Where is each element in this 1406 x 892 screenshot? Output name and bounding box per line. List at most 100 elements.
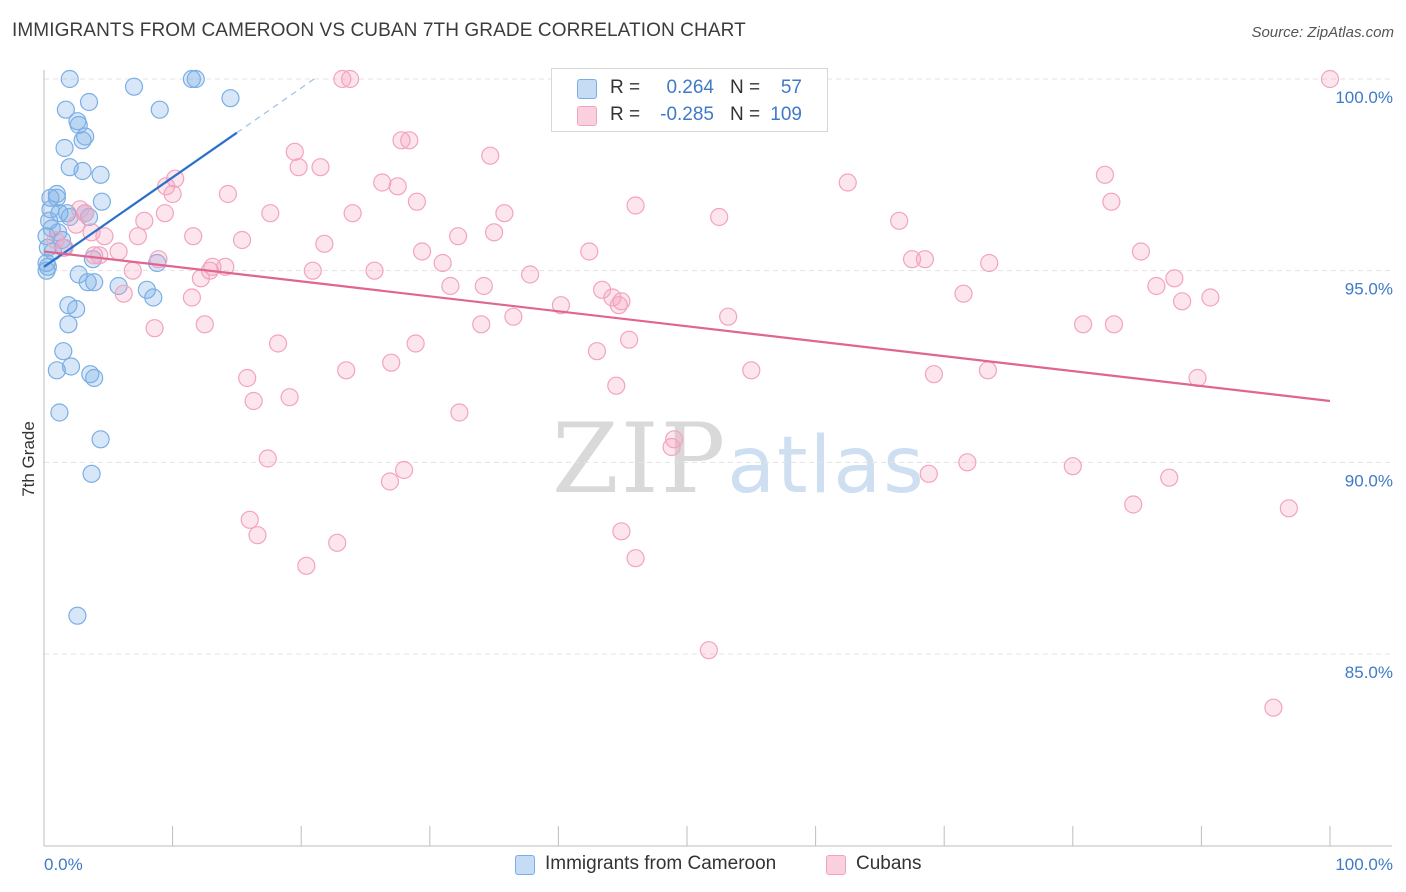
stats-row-cameroon: R = 0.264 N = 57 [552,75,827,103]
trend-line-cameroon [43,131,238,268]
cubans-point [587,342,607,361]
legend-label-cameroon: Immigrants from Cameroon [545,853,777,874]
cubans-point [380,472,400,491]
cubans-point [902,250,922,269]
cameroon-point [150,100,169,119]
cubans-point [248,526,267,545]
cameroon-point [91,430,110,449]
cubans-point [1063,457,1082,476]
cubans-point [135,211,154,230]
cubans-point [607,376,626,395]
stats-n-label: N = [730,104,761,125]
cubans-point [924,365,944,384]
stats-row-cubans: R = -0.285 N = 109 [552,102,827,130]
cameroon-point [47,361,66,380]
stats-r-label: R = [610,104,641,125]
cubans-point [163,184,182,204]
stats-legend-box: R = 0.264 N = 57 R = -0.285 N = 109 [551,68,828,132]
cubans-point [128,227,147,246]
x-tick-label-left: 0.0% [44,855,83,874]
cubans-point [1124,495,1143,514]
cameroon-point [55,138,74,158]
cubans-point [365,261,384,280]
cubans-point [1104,315,1124,334]
cameroon-point [78,273,97,292]
stats-swatch-cubans [577,106,597,126]
watermark-zip: ZIP [552,403,728,515]
y-tick-label: 90.0% [1345,471,1393,490]
cubans-point [710,207,729,227]
stats-r-value-cameroon: 0.264 [666,77,714,98]
cubans-point [145,319,164,338]
grid-lines [44,78,1392,655]
cubans-point [406,334,425,353]
cameroon-point [73,161,92,181]
cameroon-point [41,200,60,219]
y-tick-label: 95.0% [1345,280,1393,299]
cameroon-point [47,188,66,207]
cameroon-point [82,464,101,483]
cubans-point [485,223,504,242]
cameroon-point [144,288,163,307]
cubans-point [394,460,414,480]
cubans-point [1102,192,1121,211]
cameroon-point [38,257,57,276]
cubans-point [268,334,288,353]
cameroon-point [61,357,81,376]
cubans-point [285,142,304,161]
cubans-point [448,227,468,246]
cubans-point [441,276,460,296]
cubans-point [662,437,681,457]
cubans-point [620,330,639,349]
cubans-point [958,453,977,472]
cubans-point [195,315,214,334]
stats-n-value-cameroon: 57 [780,77,802,98]
x-tick-label-right: 100.0% [1335,855,1393,874]
cameroon-point [186,69,205,89]
stats-n-value-cubans: 109 [770,104,802,125]
cubans-point [954,284,973,303]
cubans-point [261,204,280,223]
tick-labels: 100.0% 95.0% 90.0% 85.0% 0.0% 100.0% [44,88,1393,874]
cubans-point [123,261,142,280]
cameroon-point [68,606,87,625]
cubans-point [699,641,718,660]
cubans-point [612,522,631,541]
trend-lines [43,78,1331,403]
cameroon-point [76,127,95,146]
cubans-point [238,368,257,388]
series-cameroon-points [37,69,240,625]
cubans-point [1320,69,1340,89]
cubans-point [382,353,401,372]
trend-line-cubans [43,250,1331,403]
cubans-point [407,192,427,211]
cameroon-point [56,100,75,119]
cubans-point [978,361,998,380]
cameroon-point [67,299,86,319]
cubans-point [474,276,493,296]
watermark: ZIPatlas [552,403,926,515]
cubans-point [90,246,109,265]
cameroon-point [124,77,144,96]
cubans-point [328,533,347,552]
cubans-point [155,204,174,223]
cameroon-point [47,184,66,204]
cubans-point [1160,468,1179,487]
cubans-point [218,184,237,204]
cubans-point [373,173,392,192]
cubans-point [504,307,523,326]
cubans-point [244,391,263,411]
cubans-point [433,253,452,273]
cubans-point [521,265,540,284]
cubans-point [1131,242,1151,261]
cubans-point [109,242,128,261]
cubans-point [67,215,86,234]
cubans-point [388,177,407,196]
cameroon-point [79,92,99,112]
cameroon-point [85,273,104,292]
cubans-point [333,69,352,89]
cameroon-point [50,204,69,223]
cubans-point [1073,315,1093,334]
cameroon-point [60,69,79,89]
cubans-point [890,211,909,230]
